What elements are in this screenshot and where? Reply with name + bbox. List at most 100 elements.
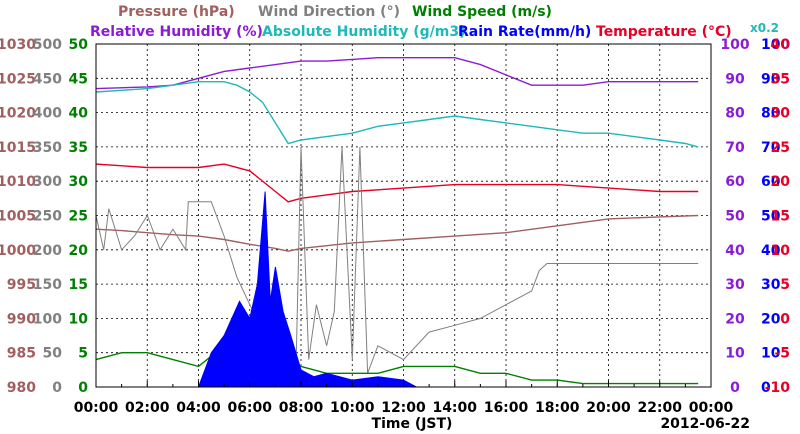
legend-temperature: Temperature (°C): [596, 24, 732, 40]
legend-wind-direction: Wind Direction (°): [258, 4, 400, 20]
x-tick-label: 04:00: [176, 400, 221, 416]
y-tick-label-rain-rate: 50: [761, 209, 781, 225]
y-tick-label-temperature: -10: [765, 380, 791, 396]
legend-wind-speed: Wind Speed (m/s): [412, 4, 552, 20]
y-tick-label-wind-direction: 400: [33, 106, 62, 122]
grid: [96, 44, 711, 387]
y-tick-label-wind-speed: 30: [69, 174, 89, 190]
y-tick-label-wind-speed: 5: [78, 346, 88, 362]
y-tick-label-pressure: 990: [7, 311, 36, 327]
x-tick-label: 10:00: [330, 400, 375, 416]
y-tick-label-rain-rate: 100: [761, 37, 790, 53]
y-tick-label-wind-speed: 15: [69, 277, 88, 293]
y-tick-label-wind-direction: 200: [33, 243, 62, 259]
y-tick-label-wind-direction: 300: [33, 174, 62, 190]
y-tick-label-wind-speed: 35: [69, 140, 88, 156]
y-tick-label-wind-direction: 450: [33, 71, 62, 87]
series-pressure-hpa: [95, 214, 699, 252]
x-tick-label: 08:00: [279, 400, 324, 416]
y-tick-label-pressure: 1005: [0, 209, 36, 225]
y-tick-label-wind-speed: 40: [69, 106, 89, 122]
legend-relative-humidity: Relative Humidity (%): [90, 24, 263, 40]
y-tick-label-pressure: 1000: [0, 243, 36, 259]
y-tick-label-wind-direction: 50: [43, 346, 63, 362]
x-tick-label: 06:00: [227, 400, 272, 416]
y-tick-label-pressure: 995: [7, 277, 36, 293]
y-tick-label-wind-speed: 10: [69, 311, 89, 327]
y-tick-label-wind-speed: 20: [69, 243, 89, 259]
y-tick-label-wind-direction: 350: [33, 140, 62, 156]
y-tick-label-temperature: 0: [780, 311, 790, 327]
series-layer: [95, 57, 699, 388]
y-tick-label-wind-speed: 45: [69, 71, 88, 87]
y-tick-label-relative-humidity: 10: [725, 346, 745, 362]
y-tick-label-temperature: 30: [771, 106, 791, 122]
y-tick-label-temperature: 10: [771, 243, 791, 259]
y-tick-label-rain-rate: 30: [761, 277, 781, 293]
y-tick-label-relative-humidity: 20: [725, 311, 745, 327]
x-axis-label: Time (JST): [372, 416, 453, 432]
y-tick-label-rain-rate: 20: [761, 311, 781, 327]
y-tick-label-wind-speed: 50: [69, 37, 89, 53]
series-relative-humidity: [95, 57, 699, 90]
y-tick-label-relative-humidity: 100: [720, 37, 749, 53]
y-tick-label-relative-humidity: 70: [725, 140, 745, 156]
y-tick-label-pressure: 1020: [0, 106, 36, 122]
y-tick-label-rain-rate: 0: [761, 380, 771, 396]
x-tick-label: 20:00: [586, 400, 631, 416]
x-tick-label: 12:00: [381, 400, 426, 416]
y-tick-label-wind-direction: 0: [52, 380, 62, 396]
x-tick-label: 02:00: [125, 400, 170, 416]
x-tick-label: 22:00: [637, 400, 682, 416]
y-tick-label-wind-direction: 250: [33, 209, 62, 225]
y-tick-label-relative-humidity: 40: [725, 243, 745, 259]
date-label: 2012-06-22: [660, 416, 750, 432]
y-axes: 1030102510201015101010051000995990985980…: [0, 37, 790, 396]
y-tick-label-rain-rate: 10: [761, 346, 781, 362]
x-tick-label: 16:00: [484, 400, 529, 416]
y-tick-label-temperature: -5: [774, 346, 790, 362]
y-tick-label-relative-humidity: 30: [725, 277, 745, 293]
y-tick-label-temperature: 5: [780, 277, 790, 293]
y-tick-label-pressure: 1025: [0, 71, 36, 87]
y-tick-label-wind-direction: 100: [33, 311, 62, 327]
x-tick-label: 00:00: [74, 400, 119, 416]
y-tick-label-rain-rate: 90: [761, 71, 781, 87]
y-tick-label-temperature: 40: [771, 37, 791, 53]
y-tick-label-temperature: 15: [771, 209, 790, 225]
x-tick-label: 00:00: [689, 400, 734, 416]
y-tick-label-temperature: 20: [771, 174, 791, 190]
y-tick-label-wind-speed: 0: [78, 380, 88, 396]
x-tick-label: 14:00: [432, 400, 477, 416]
y-tick-label-relative-humidity: 90: [725, 71, 745, 87]
legend-pressure: Pressure (hPa): [118, 4, 235, 20]
y-tick-label-relative-humidity: 80: [725, 106, 745, 122]
y-tick-label-temperature: 25: [771, 140, 790, 156]
y-tick-label-relative-humidity: 50: [725, 209, 745, 225]
y-tick-label-pressure: 1015: [0, 140, 36, 156]
series-wind-speed-m-s: [95, 345, 699, 385]
series-absolute-humidity-g-m: [95, 80, 699, 148]
legend-absolute-humidity: Absolute Humidity (g/m3): [262, 24, 465, 40]
y-tick-label-rain-rate: 40: [761, 243, 781, 259]
y-tick-label-rain-rate: 80: [761, 106, 781, 122]
y-tick-label-pressure: 1030: [0, 37, 36, 53]
legend-scale-note: x0.2: [750, 21, 779, 35]
series-temperature-c: [95, 163, 699, 203]
x-axis: 00:00 02:00 04:00 06:00 08:00 10:00 12:00 14:00…: [74, 381, 734, 416]
y-tick-label-relative-humidity: 0: [730, 380, 740, 396]
y-tick-label-pressure: 1010: [0, 174, 36, 190]
y-tick-label-rain-rate: 60: [761, 174, 781, 190]
y-tick-label-wind-direction: 150: [33, 277, 62, 293]
y-tick-label-rain-rate: 70: [761, 140, 781, 156]
y-tick-label-pressure: 985: [7, 346, 36, 362]
x-tick-label: 18:00: [535, 400, 580, 416]
y-tick-label-wind-speed: 25: [69, 209, 88, 225]
series-wind-direction: [95, 146, 699, 374]
y-tick-label-temperature: 35: [771, 71, 790, 87]
y-tick-label-pressure: 980: [7, 380, 36, 396]
y-tick-label-relative-humidity: 60: [725, 174, 745, 190]
y-tick-label-wind-direction: 500: [33, 37, 62, 53]
legend-rain-rate: Rain Rate(mm/h): [458, 24, 591, 40]
